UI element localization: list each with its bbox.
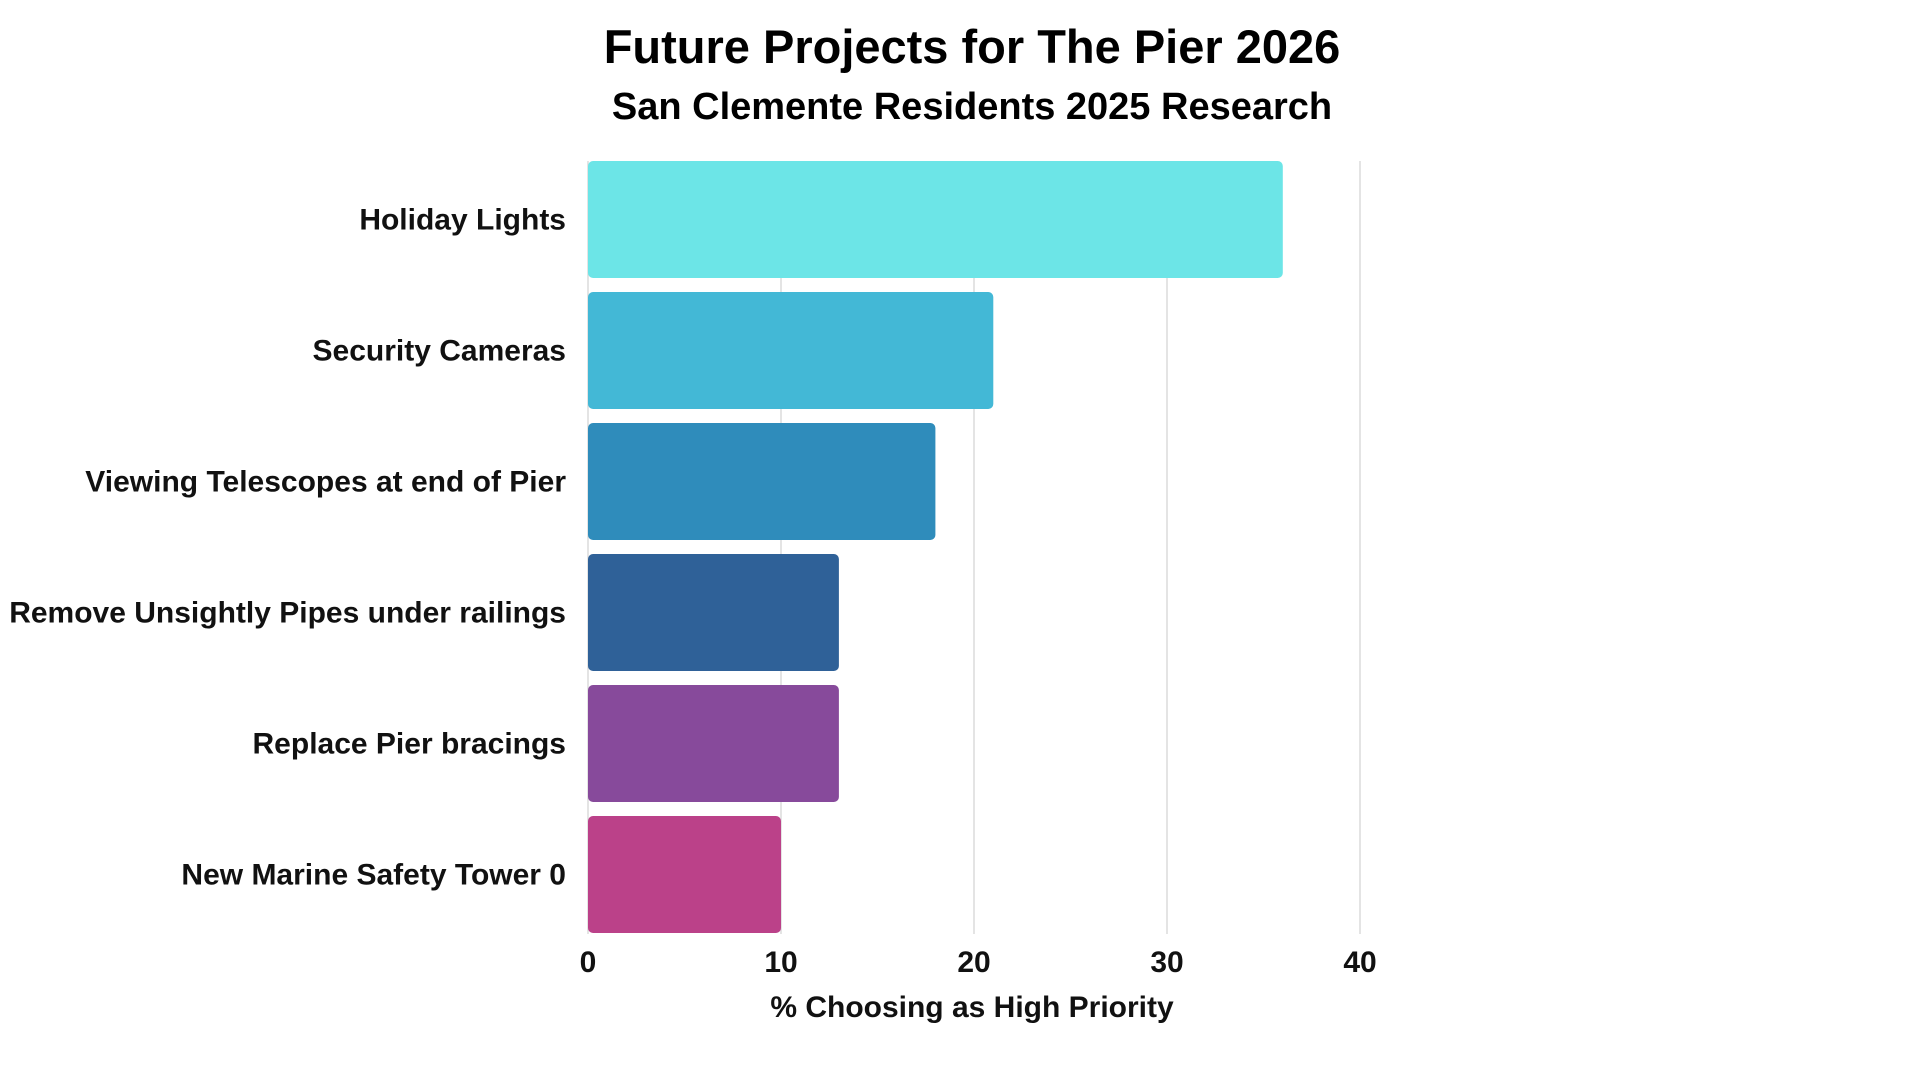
- x-tick-label: 40: [1343, 946, 1376, 979]
- bar-replace-pier-bracings: [588, 685, 839, 802]
- bar-remove-unsightly-pipes-under-railings: [588, 554, 839, 671]
- category-label: Security Cameras: [313, 335, 566, 368]
- x-tick-label: 10: [764, 946, 797, 979]
- bar-holiday-lights: [588, 161, 1283, 278]
- bar-security-cameras: [588, 292, 994, 409]
- bar-new-marine-safety-tower-0: [588, 816, 781, 933]
- bars: [588, 161, 1283, 933]
- x-axis-label: % Choosing as High Priority: [770, 991, 1174, 1024]
- category-label: Remove Unsightly Pipes under railings: [9, 597, 566, 630]
- chart-subtitle: San Clemente Residents 2025 Research: [612, 86, 1332, 128]
- gridlines: [587, 161, 1361, 934]
- x-tick-label: 30: [1150, 946, 1183, 979]
- category-label: New Marine Safety Tower 0: [181, 859, 566, 892]
- x-tick-label: 0: [580, 946, 597, 979]
- category-label: Viewing Telescopes at end of Pier: [85, 466, 566, 499]
- bar-viewing-telescopes-at-end-of-pier: [588, 423, 936, 540]
- category-labels: Holiday Lights Security Cameras Viewing Te…: [9, 204, 566, 892]
- x-tick-labels: 0 10 20 30 40: [580, 946, 1377, 979]
- x-tick-label: 20: [957, 946, 990, 979]
- category-label: Replace Pier bracings: [253, 728, 566, 761]
- category-label: Holiday Lights: [359, 204, 566, 237]
- chart-title: Future Projects for The Pier 2026: [604, 20, 1341, 73]
